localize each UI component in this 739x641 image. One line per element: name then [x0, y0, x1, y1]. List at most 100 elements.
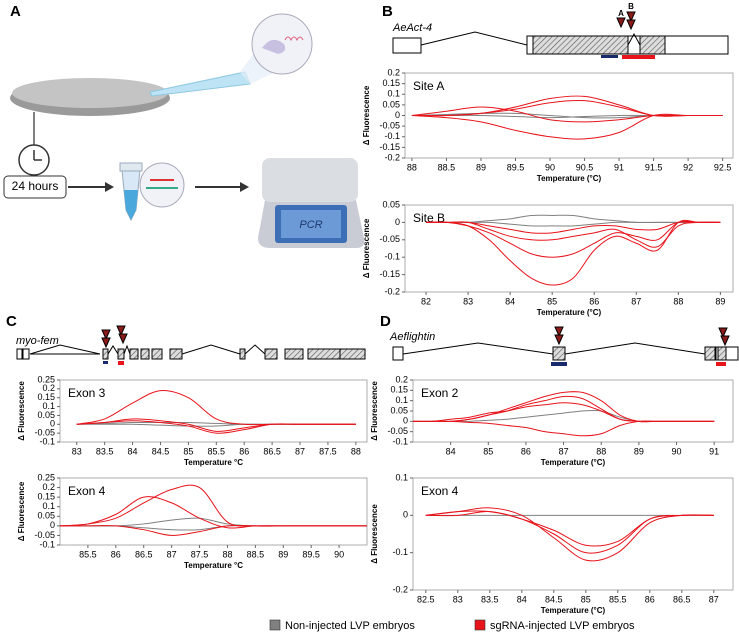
x-tick-label: 84 — [446, 446, 456, 456]
plot-frame — [59, 477, 368, 546]
y-tick-label: -0.05 — [379, 234, 400, 244]
y-tick-label: -0.05 — [379, 121, 400, 131]
melt-curve — [76, 418, 356, 432]
y-axis-label: Δ Fluorescence — [370, 504, 379, 564]
melt-curve — [411, 99, 723, 117]
x-tick-label: 89 — [715, 296, 725, 306]
x-tick-label: 86.5 — [135, 549, 153, 559]
y-tick-label: -0.1 — [39, 539, 55, 549]
x-tick-label: 87 — [167, 549, 177, 559]
plot-frame — [59, 379, 368, 443]
x-tick-label: 87.5 — [319, 446, 337, 456]
legend-label: Non-injected LVP embryos — [285, 620, 415, 632]
x-tick-label: 90 — [334, 549, 344, 559]
gene-name: Aeflightin — [389, 331, 435, 343]
y-tick-label: 0.05 — [37, 410, 55, 420]
y-tick-label: -0.2 — [384, 286, 400, 296]
melt-curve — [76, 389, 356, 426]
x-tick-label: 87 — [295, 446, 305, 456]
x-axis-label: Temperature °C — [184, 561, 243, 570]
x-tick-label: 86.5 — [673, 594, 691, 604]
x-tick-label: 85 — [581, 594, 591, 604]
melt-curve — [411, 95, 723, 117]
legend-swatch — [269, 619, 281, 631]
melt-curve — [425, 510, 714, 554]
chart: -0.2 -0.15 -0.1 -0.05 0 0.05 82 83 84 85 86 87 88 89 T… — [362, 199, 734, 317]
melt-curve — [59, 496, 367, 529]
x-axis-label: Temperature (°C) — [541, 458, 606, 467]
x-tick-label: 82 — [421, 296, 431, 306]
y-tick-label: -0.2 — [392, 584, 408, 594]
x-tick-label: 85.5 — [609, 594, 627, 604]
y-tick-label: -0.05 — [387, 426, 408, 436]
x-tick-label: 88 — [673, 296, 683, 306]
melt-curve — [425, 511, 714, 547]
panel-label: A — [10, 3, 21, 20]
x-tick-label: 86 — [111, 549, 121, 559]
x-tick-label: 86 — [645, 594, 655, 604]
x-tick-label: 89 — [476, 162, 486, 172]
x-tick-label: 85 — [483, 446, 493, 456]
gene-name: AeAct-4 — [392, 22, 432, 34]
x-tick-label: 89 — [278, 549, 288, 559]
x-tick-label: 84.5 — [545, 594, 563, 604]
panel-label: D — [380, 313, 391, 330]
y-axis-label: Δ Fluorescence — [362, 218, 371, 278]
melt-curve — [426, 221, 721, 234]
site-label: A — [618, 9, 624, 18]
y-tick-label: 0.15 — [390, 385, 408, 395]
x-tick-label: 85 — [183, 446, 193, 456]
melt-curve — [412, 402, 715, 422]
x-tick-label: 86 — [589, 296, 599, 306]
chart-label: Exon 4 — [68, 484, 106, 498]
chart-label: Exon 3 — [68, 386, 106, 400]
y-tick-label: 0 — [403, 510, 408, 520]
y-tick-label: 0.1 — [42, 401, 55, 411]
x-tick-label: 88.5 — [438, 162, 456, 172]
y-tick-label: 0 — [403, 416, 408, 426]
gene-diagram — [16, 325, 366, 365]
gene-name: myo-fem — [16, 335, 59, 347]
x-tick-label: 85 — [547, 296, 557, 306]
chart-label: Exon 2 — [421, 386, 459, 400]
legend: Non-injected LVP embryos sgRNA-injected L… — [269, 619, 635, 632]
y-tick-label: 0.05 — [37, 511, 55, 521]
x-tick-label: 89.5 — [302, 549, 320, 559]
y-tick-label: 0.2 — [387, 67, 400, 77]
x-tick-label: 89 — [634, 446, 644, 456]
x-tick-label: 83 — [453, 594, 463, 604]
y-tick-label: 0.05 — [390, 405, 408, 415]
y-tick-label: -0.05 — [34, 530, 55, 540]
plot-frame — [412, 379, 734, 443]
melt-curve — [426, 214, 721, 224]
chart-label: Exon 4 — [421, 484, 459, 498]
x-tick-label: 91 — [709, 446, 719, 456]
y-tick-label: -0.15 — [379, 269, 400, 279]
x-tick-label: 85.5 — [79, 549, 97, 559]
x-tick-label: 92 — [683, 162, 693, 172]
x-tick-label: 82.5 — [417, 594, 435, 604]
x-tick-label: 88 — [407, 162, 417, 172]
time-label: 24 hours — [12, 179, 59, 193]
x-tick-label: 83 — [72, 446, 82, 456]
x-tick-label: 89.5 — [507, 162, 525, 172]
melt-curve — [59, 484, 367, 527]
y-tick-label: -0.05 — [34, 428, 55, 438]
legend-swatch — [474, 619, 486, 631]
y-tick-label: 0 — [50, 419, 55, 429]
x-tick-label: 86 — [239, 446, 249, 456]
y-tick-label: 0.2 — [395, 374, 408, 384]
y-tick-label: -0.1 — [384, 131, 400, 141]
x-tick-label: 88 — [596, 446, 606, 456]
x-axis-label: Temperature (°C) — [537, 308, 602, 317]
machine-label: PCR — [299, 219, 322, 231]
melt-curve — [426, 219, 721, 286]
y-tick-label: -0.1 — [392, 436, 408, 446]
x-tick-label: 90 — [545, 162, 555, 172]
x-tick-label: 87 — [631, 296, 641, 306]
melt-curve — [413, 409, 715, 423]
y-axis-label: Δ Fluorescence — [362, 85, 371, 145]
